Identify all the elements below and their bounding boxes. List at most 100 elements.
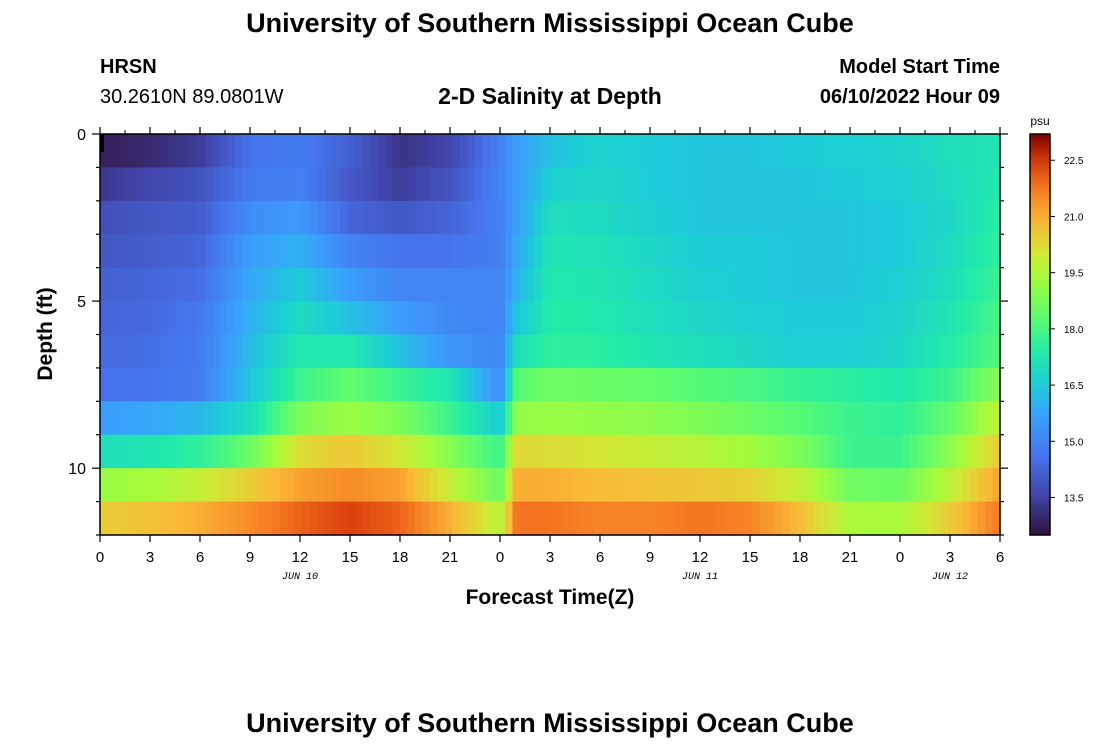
heatmap-cell: [362, 200, 371, 235]
heatmap-cell: [347, 501, 356, 536]
heatmap-cell: [872, 267, 881, 302]
heatmap-cell: [145, 267, 154, 302]
heatmap-cell: [325, 301, 334, 336]
heatmap-cell: [722, 334, 731, 369]
heatmap-cell: [670, 134, 679, 169]
heatmap-cell: [115, 367, 124, 402]
heatmap-cell: [362, 434, 371, 469]
heatmap-cell: [377, 267, 386, 302]
heatmap-cell: [490, 401, 499, 436]
heatmap-cell: [992, 200, 1001, 235]
heatmap-cell: [137, 134, 146, 169]
heatmap-cell: [692, 301, 701, 336]
heatmap-cell: [670, 401, 679, 436]
heatmap-cell: [640, 334, 649, 369]
x-tick-label: 9: [646, 549, 654, 566]
heatmap-cell: [325, 401, 334, 436]
heatmap-cell: [107, 234, 116, 269]
heatmap-cell: [362, 234, 371, 269]
heatmap-cell: [692, 200, 701, 235]
heatmap-cell: [107, 434, 116, 469]
heatmap-cell: [572, 468, 581, 503]
heatmap-cell: [805, 367, 814, 402]
heatmap-cell: [767, 501, 776, 536]
heatmap-cell: [497, 167, 506, 202]
heatmap-cell: [272, 167, 281, 202]
heatmap-cell: [242, 334, 251, 369]
heatmap-cell: [782, 367, 791, 402]
heatmap-cell: [527, 234, 536, 269]
heatmap-cell: [190, 401, 199, 436]
heatmap-cell: [970, 301, 979, 336]
heatmap-cell: [265, 367, 274, 402]
heatmap-cell: [910, 501, 919, 536]
heatmap-cell: [415, 200, 424, 235]
heatmap-cell: [550, 501, 559, 536]
heatmap-cell: [347, 367, 356, 402]
heatmap-cell: [887, 434, 896, 469]
heatmap-cell: [670, 267, 679, 302]
heatmap-cell: [767, 334, 776, 369]
heatmap-cell: [445, 234, 454, 269]
heatmap-cell: [557, 367, 566, 402]
heatmap-cell: [310, 434, 319, 469]
heatmap-cell: [115, 434, 124, 469]
heatmap-cell: [392, 434, 401, 469]
heatmap-cell: [677, 234, 686, 269]
heatmap-cell: [962, 501, 971, 536]
heatmap-cell: [752, 301, 761, 336]
heatmap-cell: [790, 134, 799, 169]
heatmap-cell: [302, 134, 311, 169]
heatmap-cell: [317, 134, 326, 169]
heatmap-cell: [632, 200, 641, 235]
heatmap-cell: [947, 200, 956, 235]
heatmap-cell: [932, 234, 941, 269]
heatmap-cell: [437, 367, 446, 402]
heatmap-cell: [610, 367, 619, 402]
heatmap-cell: [895, 200, 904, 235]
heatmap-cell: [752, 267, 761, 302]
heatmap-cell: [775, 334, 784, 369]
heatmap-cell: [910, 334, 919, 369]
heatmap-cell: [137, 501, 146, 536]
heatmap-cell: [460, 334, 469, 369]
heatmap-cell: [257, 334, 266, 369]
heatmap-cell: [452, 200, 461, 235]
heatmap-cell: [677, 367, 686, 402]
heatmap-cell: [430, 434, 439, 469]
heatmap-cell: [947, 401, 956, 436]
heatmap-cell: [250, 200, 259, 235]
heatmap-cell: [820, 334, 829, 369]
heatmap-cell: [985, 434, 994, 469]
heatmap-cell: [655, 334, 664, 369]
heatmap-cell: [820, 434, 829, 469]
heatmap-cell: [295, 367, 304, 402]
heatmap-cell: [415, 301, 424, 336]
heatmap-cell: [475, 267, 484, 302]
heatmap-cell: [775, 401, 784, 436]
heatmap-cell: [992, 367, 1001, 402]
heatmap-cell: [925, 234, 934, 269]
heatmap-cell: [490, 367, 499, 402]
heatmap-cell: [452, 468, 461, 503]
heatmap-cell: [205, 301, 214, 336]
heatmap-cell: [257, 367, 266, 402]
heatmap-cell: [415, 167, 424, 202]
heatmap-cell: [325, 167, 334, 202]
heatmap-cell: [317, 301, 326, 336]
heatmap-cell: [910, 434, 919, 469]
heatmap-cell: [302, 468, 311, 503]
heatmap-cell: [362, 334, 371, 369]
heatmap-cell: [752, 401, 761, 436]
heatmap-cell: [287, 501, 296, 536]
heatmap-cell: [617, 334, 626, 369]
heatmap-cell: [137, 167, 146, 202]
heatmap-cell: [542, 267, 551, 302]
heatmap-cell: [895, 501, 904, 536]
heatmap-cell: [820, 200, 829, 235]
heatmap-cell: [677, 434, 686, 469]
heatmap-cell: [220, 367, 229, 402]
heatmap-cell: [317, 167, 326, 202]
heatmap-cell: [677, 134, 686, 169]
heatmap-cell: [182, 167, 191, 202]
